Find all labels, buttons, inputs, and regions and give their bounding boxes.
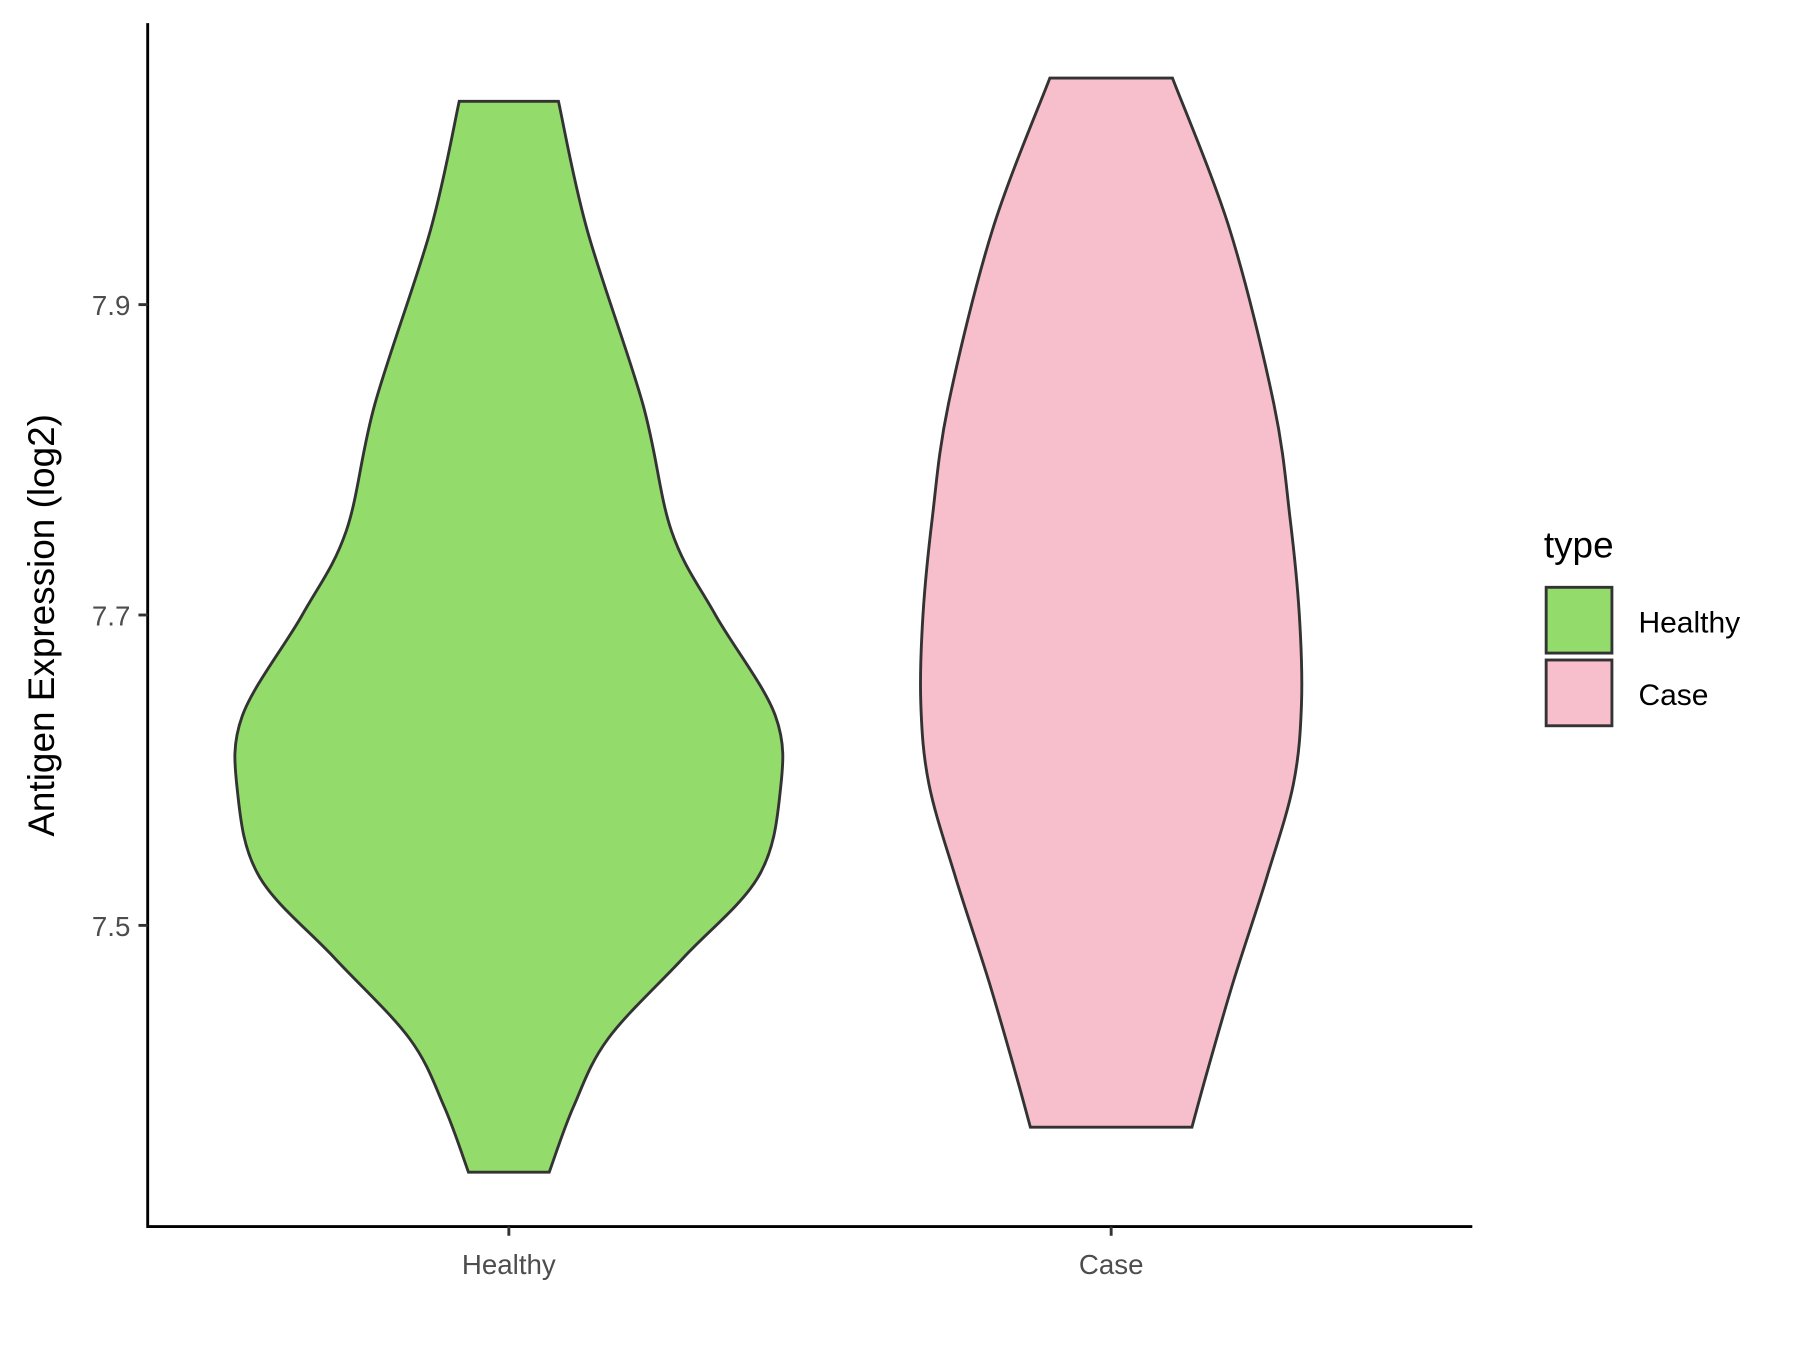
legend: type Healthy Case [1544, 524, 1740, 728]
legend-label-healthy: Healthy [1638, 606, 1740, 639]
legend-label-case: Case [1638, 679, 1708, 712]
legend-key-healthy [1544, 585, 1614, 655]
legend-title: type [1544, 524, 1614, 565]
x-tick-label-healthy: Healthy [462, 1249, 556, 1280]
x-tick-label-case: Case [1079, 1249, 1144, 1280]
y-tick-label: 7.7 [92, 600, 131, 631]
violin-healthy [233, 99, 785, 1174]
y-axis-title: Antigen Expression (log2) [21, 414, 62, 837]
y-tick-label: 7.5 [92, 911, 131, 942]
legend-key-case [1544, 658, 1614, 728]
violin-case [919, 76, 1304, 1129]
y-tick-label: 7.9 [92, 290, 131, 321]
